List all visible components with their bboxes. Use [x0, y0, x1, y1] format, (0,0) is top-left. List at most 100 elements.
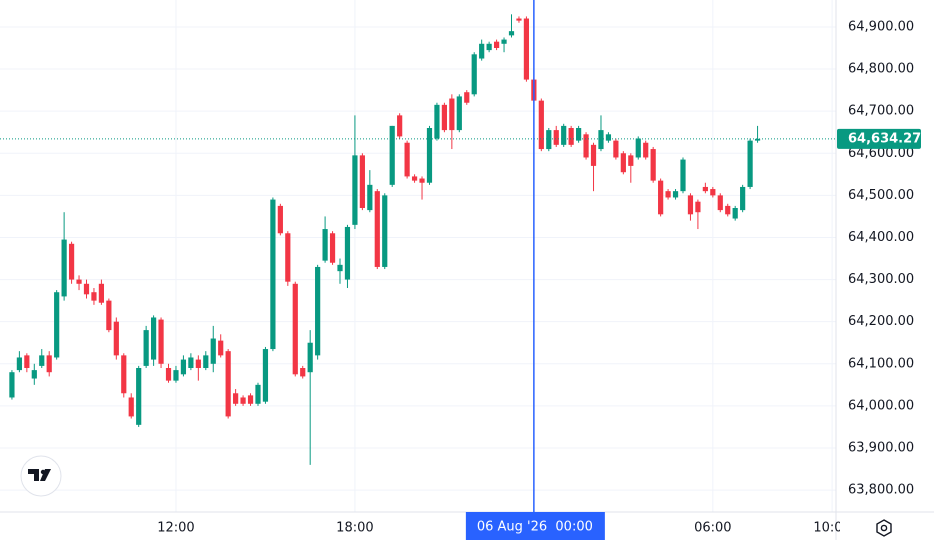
candle-body	[561, 125, 567, 145]
settings-button[interactable]	[876, 519, 892, 537]
candle-body	[262, 349, 269, 402]
plot-area	[0, 14, 836, 465]
candle-body	[277, 205, 283, 234]
candle-body	[568, 128, 574, 145]
candle-body	[456, 96, 462, 131]
candle-body	[150, 317, 157, 360]
crosshair-tag	[465, 512, 605, 540]
candle-body	[165, 368, 172, 381]
candle-body	[613, 140, 619, 158]
candle-body	[329, 233, 336, 263]
y-tick-label: 63,800.00	[848, 483, 914, 498]
candle-body	[106, 300, 112, 331]
candle-body	[173, 370, 179, 381]
candle-body	[516, 18, 522, 21]
candle-body	[665, 191, 671, 198]
y-tick-label: 64,200.00	[848, 314, 914, 329]
y-tick-label: 64,300.00	[848, 272, 914, 287]
candle-body	[590, 144, 597, 166]
y-tick-label: 64,900.00	[848, 19, 914, 34]
candle-body	[121, 355, 127, 394]
candle-body	[754, 138, 761, 141]
candle-body	[240, 397, 246, 404]
time-axis: 12:00 18:00 06:00 10:00	[157, 521, 840, 536]
settings-icon	[876, 519, 892, 537]
candle-body	[233, 393, 239, 404]
candle-body	[643, 142, 649, 158]
candle-body	[523, 18, 530, 80]
candle-body	[397, 115, 403, 137]
candle-body	[337, 264, 343, 272]
candle-body	[180, 359, 187, 375]
candle-body	[225, 351, 231, 417]
candle-body	[501, 39, 507, 44]
x-tick-label: 18:00	[336, 521, 373, 536]
candle-body	[441, 104, 447, 131]
candle-body	[98, 283, 105, 303]
candle-body	[538, 100, 544, 150]
candle-body	[344, 226, 351, 280]
candle-body	[426, 128, 433, 183]
candle-body	[158, 319, 164, 364]
candle-body	[24, 355, 30, 368]
candle-body	[382, 195, 388, 267]
last-price-tag	[837, 128, 921, 149]
y-tick-label: 64,500.00	[848, 188, 914, 203]
candle-body	[270, 199, 276, 350]
candle-body	[680, 159, 686, 192]
y-tick-label: 64,700.00	[848, 104, 914, 119]
price-axis: 63,800.00 63,900.00 64,000.00 64,100.00 64,2…	[848, 19, 914, 497]
candle-body	[717, 195, 723, 211]
candle-body	[255, 384, 261, 404]
candle-body	[83, 283, 90, 295]
candle-body	[195, 359, 201, 368]
candle-body	[546, 130, 552, 150]
candle-body	[583, 134, 589, 158]
candle-body	[61, 239, 67, 297]
candle-body	[725, 205, 731, 215]
candle-body	[628, 155, 634, 166]
candle-body	[374, 191, 380, 267]
candle-body	[695, 201, 701, 213]
candle-body	[389, 125, 395, 185]
candle-body	[31, 370, 37, 379]
candle-body	[464, 92, 470, 103]
logo-mark	[28, 469, 39, 481]
candle-body	[605, 134, 612, 141]
candle-body	[307, 342, 313, 373]
candle-body	[702, 186, 708, 192]
last-price-label: 64,634.27	[848, 131, 921, 146]
y-tick-label: 63,900.00	[848, 441, 914, 456]
candle-body	[635, 138, 641, 158]
candle-body	[322, 229, 328, 261]
candle-body	[576, 128, 582, 141]
candle-body	[210, 338, 216, 364]
y-tick-label: 64,100.00	[848, 356, 914, 371]
candle-body	[54, 292, 60, 358]
candle-body	[672, 191, 679, 198]
logo[interactable]	[20, 455, 62, 497]
candle-body	[91, 292, 97, 301]
candle-body	[493, 41, 500, 48]
candle-body	[553, 130, 559, 145]
candle-body	[247, 395, 254, 404]
candle-body	[449, 98, 455, 131]
y-tick-label: 64,400.00	[848, 230, 914, 245]
candle-body	[359, 155, 365, 208]
candle-body	[434, 104, 440, 139]
candle-body	[687, 195, 694, 215]
y-tick-label: 64,800.00	[848, 62, 914, 77]
y-tick-label: 64,600.00	[848, 146, 914, 161]
candle-body	[508, 31, 515, 36]
candle-body	[486, 43, 492, 51]
candle-body	[113, 321, 119, 356]
candle-body	[68, 243, 75, 280]
candle-body	[292, 283, 298, 375]
candle-body	[143, 330, 149, 366]
candle-body	[136, 368, 142, 425]
candle-body	[300, 368, 306, 377]
candle-body	[285, 233, 291, 282]
overlay: 64,634.27 06 Aug '26 00:00	[465, 0, 921, 540]
